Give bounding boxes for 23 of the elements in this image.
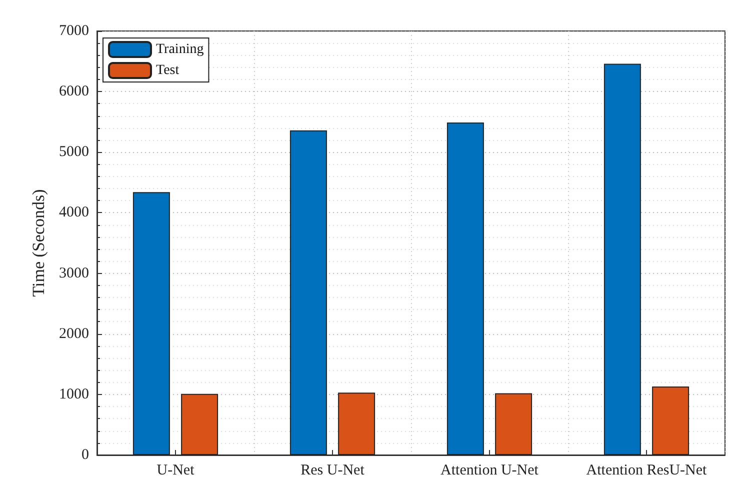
bar xyxy=(132,192,170,455)
y-tick-label: 1000 xyxy=(59,386,89,402)
x-tick-label: Attention U-Net xyxy=(440,462,540,478)
x-tick-label: Attention ResU-Net xyxy=(586,462,708,478)
y-axis-title: Time (Seconds) xyxy=(29,189,48,297)
bar xyxy=(495,393,532,455)
y-tick-label: 2000 xyxy=(59,326,89,342)
y-tick-label: 7000 xyxy=(59,23,89,39)
bar xyxy=(338,392,376,455)
bar xyxy=(290,130,327,455)
x-tick-label: U-Net xyxy=(156,462,196,478)
y-tick-label: 6000 xyxy=(59,84,89,100)
legend-label: Training xyxy=(156,42,204,57)
legend-label: Test xyxy=(156,63,180,78)
bar xyxy=(446,122,484,455)
y-tick-label: 4000 xyxy=(59,204,89,221)
bar xyxy=(604,64,641,455)
bar xyxy=(181,394,218,455)
y-tick-label: 0 xyxy=(82,447,89,463)
x-tick-label: Res U-Net xyxy=(300,462,366,478)
y-tick-label: 3000 xyxy=(59,265,89,282)
y-tick-label: 5000 xyxy=(59,144,89,160)
bar xyxy=(652,386,690,455)
